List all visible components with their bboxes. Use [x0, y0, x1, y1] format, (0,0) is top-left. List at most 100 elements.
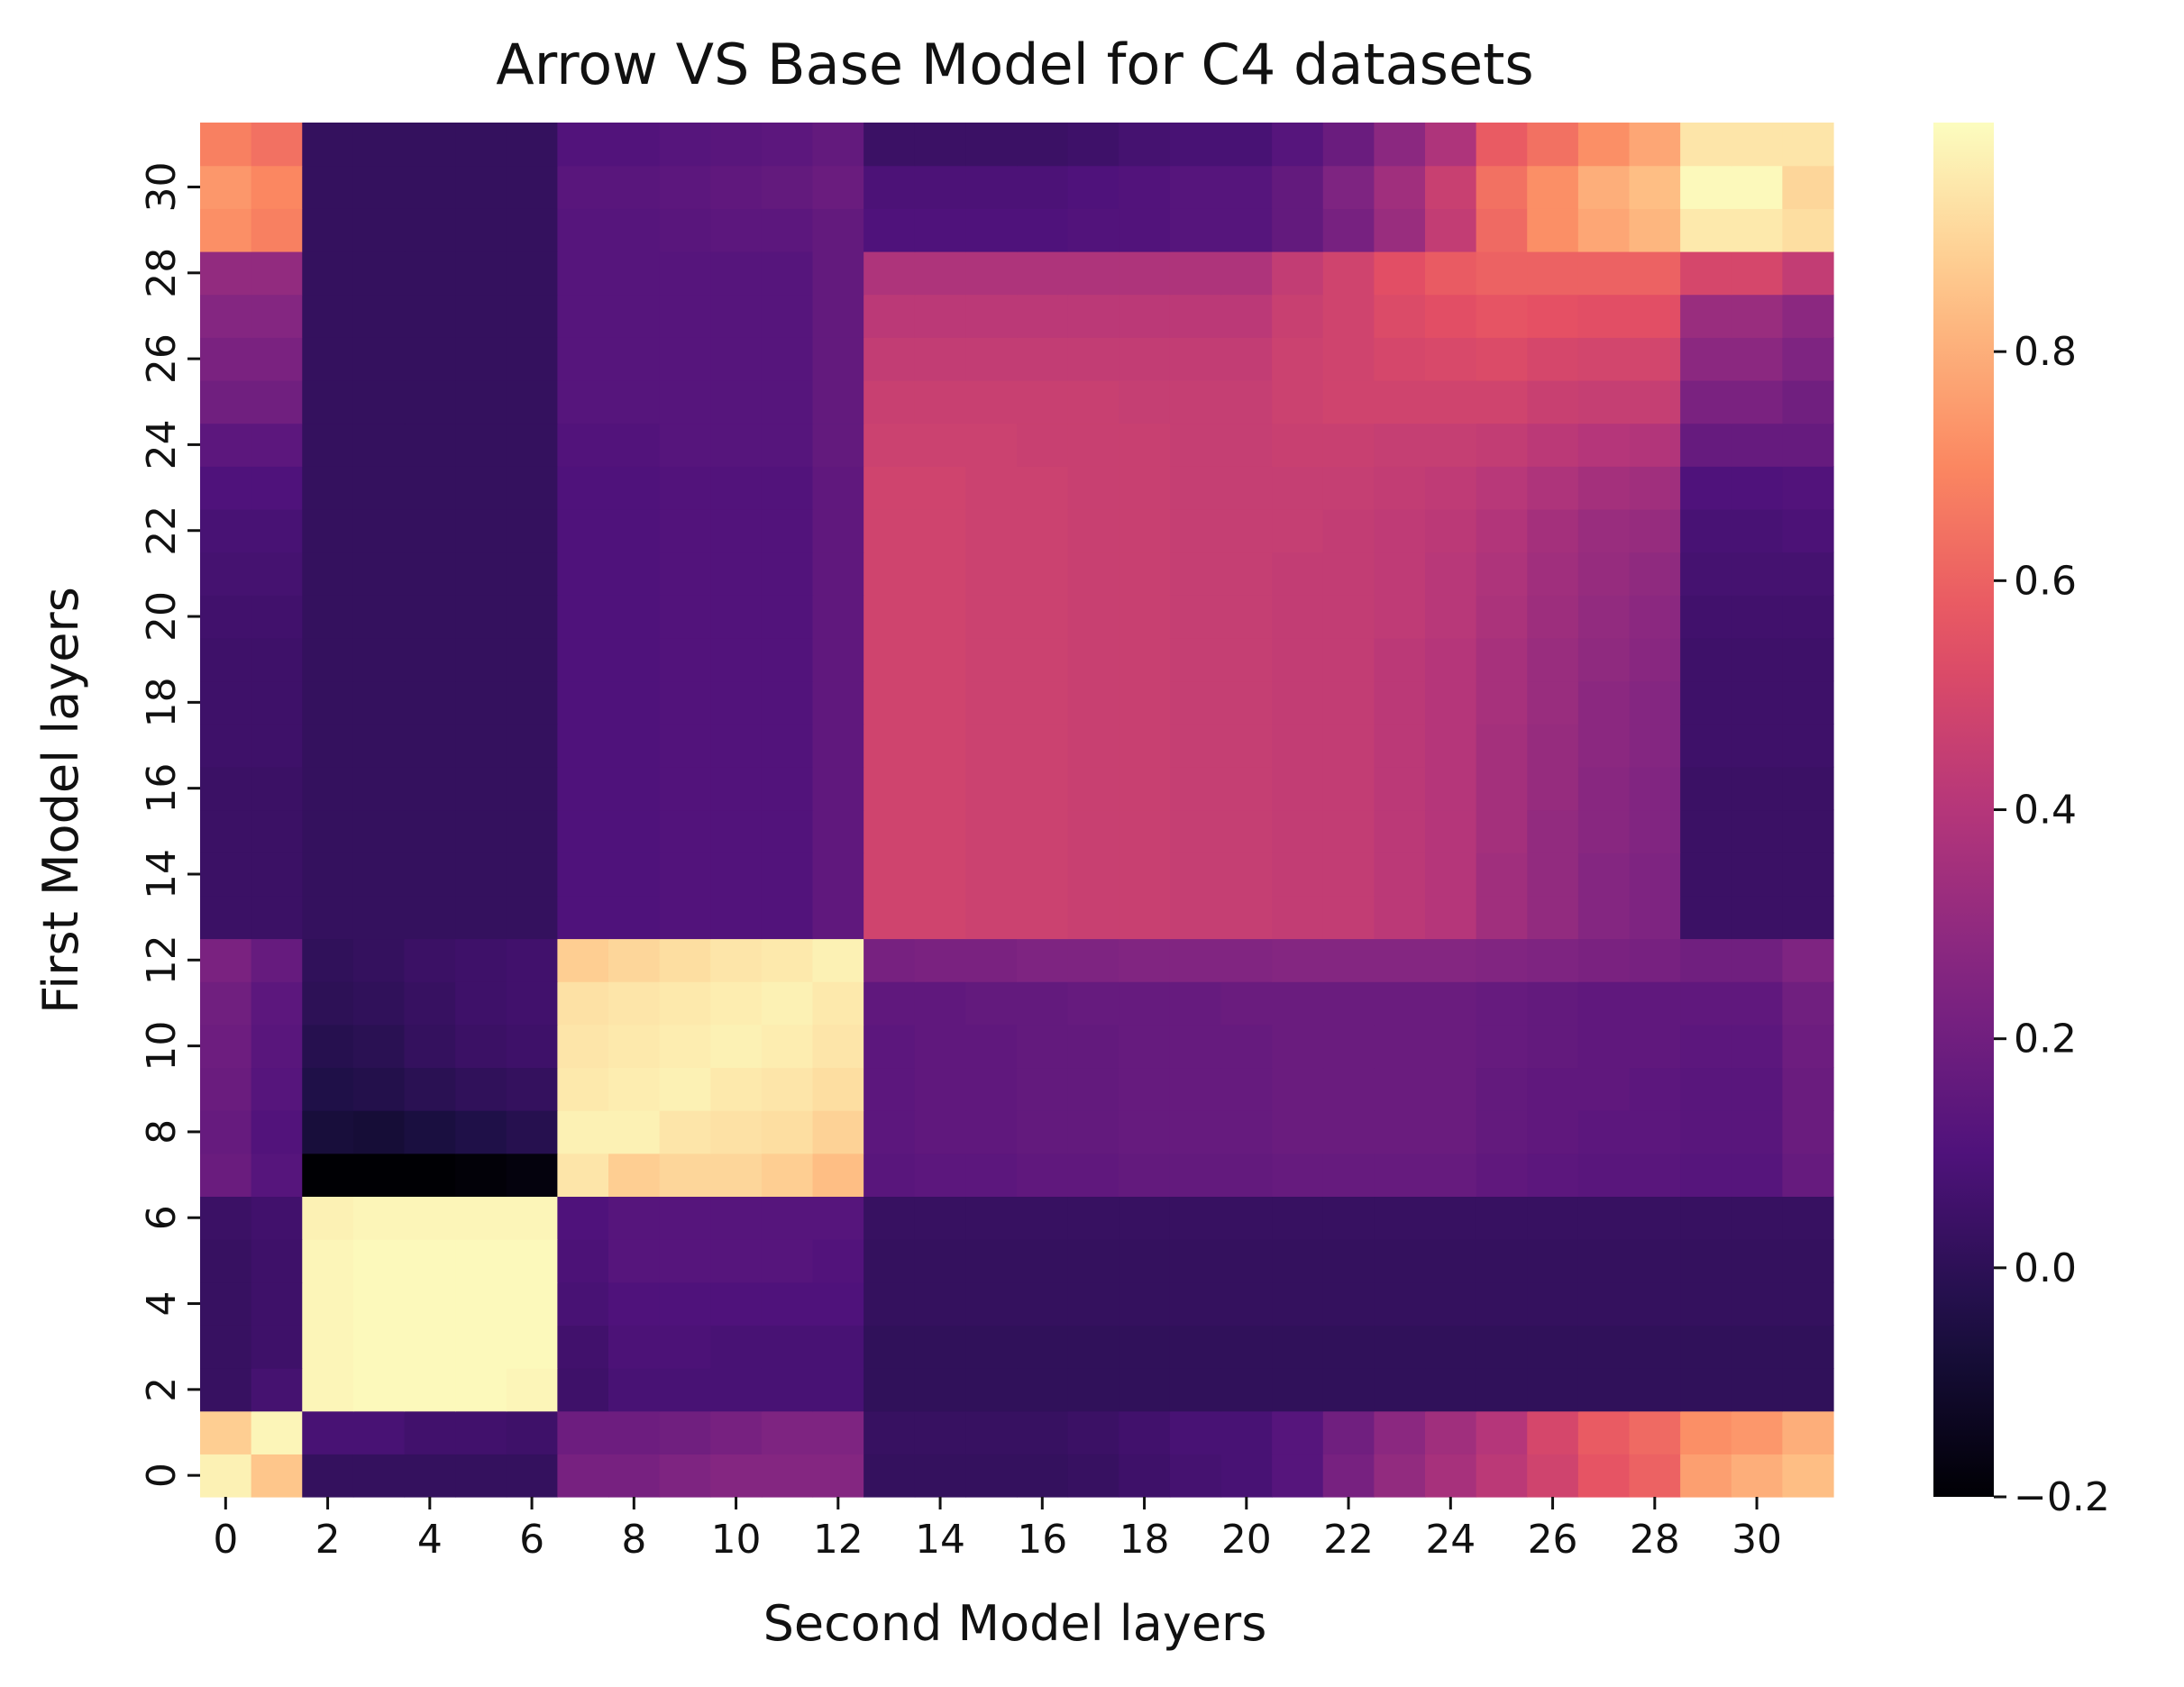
heatmap-cell — [1119, 766, 1171, 811]
heatmap-cell — [1220, 123, 1273, 167]
heatmap-cell — [1272, 766, 1324, 811]
heatmap-cell — [1527, 423, 1579, 467]
heatmap-cell — [506, 1110, 558, 1154]
heatmap-cell — [914, 208, 966, 252]
heatmap-cell — [1527, 508, 1579, 553]
heatmap-cell — [302, 294, 354, 338]
heatmap-cell — [1476, 123, 1528, 167]
heatmap-cell — [1220, 809, 1273, 853]
heatmap-cell — [1577, 1239, 1631, 1283]
heatmap-cell — [1272, 938, 1324, 982]
heatmap-cell — [1476, 809, 1528, 853]
y-tick-label: 6 — [139, 1205, 185, 1230]
heatmap-cell — [965, 1024, 1018, 1069]
heatmap-cell — [1680, 1454, 1732, 1498]
heatmap-cell — [1425, 1325, 1477, 1369]
heatmap-cell — [352, 1067, 406, 1111]
heatmap-cell — [1731, 1454, 1783, 1498]
heatmap-cell — [1322, 938, 1375, 982]
heatmap-cell — [659, 294, 711, 338]
heatmap-cell — [506, 294, 558, 338]
heatmap-cell — [914, 123, 966, 167]
y-tick-label: 30 — [139, 161, 185, 212]
heatmap-cell — [914, 766, 966, 811]
heatmap-cell — [557, 552, 609, 596]
heatmap-cell — [251, 724, 303, 768]
heatmap-cell — [1067, 466, 1119, 510]
heatmap-cell — [455, 1024, 507, 1069]
heatmap-cell — [557, 1368, 609, 1412]
heatmap-cell — [1782, 637, 1834, 682]
heatmap-cell — [1476, 466, 1528, 510]
heatmap-cell — [557, 1239, 609, 1283]
heatmap-cell — [251, 251, 303, 296]
heatmap-cell — [1476, 938, 1528, 982]
heatmap-cell — [1067, 853, 1119, 897]
heatmap-cell — [1374, 853, 1426, 897]
heatmap-cell — [1374, 1410, 1426, 1454]
heatmap-cell — [1374, 1454, 1426, 1498]
heatmap-cell — [914, 1153, 966, 1198]
heatmap-cell — [506, 1454, 558, 1498]
heatmap-cell — [352, 165, 406, 209]
heatmap-cell — [1680, 251, 1732, 296]
heatmap-cell — [1577, 294, 1631, 338]
heatmap-cell — [608, 1196, 661, 1240]
heatmap-cell — [506, 637, 558, 682]
heatmap-cell — [1017, 680, 1069, 725]
heatmap-cell — [404, 423, 456, 467]
heatmap-cell — [608, 1410, 661, 1454]
x-tick-label: 30 — [1732, 1517, 1782, 1563]
heatmap-cell — [251, 766, 303, 811]
heatmap-cell — [1017, 1325, 1069, 1369]
heatmap-cell — [812, 508, 864, 553]
heatmap-cell — [1680, 294, 1732, 338]
heatmap-cell — [710, 552, 763, 596]
heatmap-cell — [914, 1454, 966, 1498]
heatmap-cell — [1782, 508, 1834, 553]
heatmap-cell — [1169, 1410, 1222, 1454]
heatmap-cell — [1169, 294, 1222, 338]
heatmap-cell — [608, 853, 661, 897]
heatmap-cell — [1527, 552, 1579, 596]
heatmap-cell — [659, 1067, 711, 1111]
heatmap-cell — [352, 123, 406, 167]
heatmap-cell — [1119, 294, 1171, 338]
heatmap-cell — [200, 1153, 252, 1198]
heatmap-cell — [659, 552, 711, 596]
heatmap-cell — [557, 1325, 609, 1369]
heatmap-cell — [1220, 680, 1273, 725]
heatmap-cell — [1577, 466, 1631, 510]
heatmap-cell — [965, 1368, 1018, 1412]
heatmap-cell — [812, 1196, 864, 1240]
heatmap-cell — [608, 1024, 661, 1069]
heatmap-cell — [1374, 595, 1426, 639]
heatmap-cell — [1476, 165, 1528, 209]
heatmap-cell — [761, 853, 814, 897]
heatmap-cell — [710, 853, 763, 897]
heatmap-cell — [1425, 724, 1477, 768]
heatmap-cell — [251, 123, 303, 167]
heatmap-cell — [557, 981, 609, 1026]
heatmap-cell — [506, 1196, 558, 1240]
heatmap-cell — [352, 938, 406, 982]
heatmap-cell — [455, 637, 507, 682]
heatmap-cell — [659, 1153, 711, 1198]
heatmap-cell — [455, 1454, 507, 1498]
heatmap-cell — [1220, 724, 1273, 768]
heatmap-cell — [404, 1325, 456, 1369]
heatmap-cell — [1017, 208, 1069, 252]
heatmap-cell — [1731, 1110, 1783, 1154]
heatmap-cell — [455, 466, 507, 510]
heatmap-cell — [1067, 938, 1119, 982]
heatmap-cell — [1527, 1368, 1579, 1412]
heatmap-cell — [1272, 595, 1324, 639]
heatmap-cell — [1577, 895, 1631, 940]
heatmap-cell — [812, 938, 864, 982]
x-tick-label: 6 — [519, 1517, 544, 1563]
heatmap-cell — [1374, 1110, 1426, 1154]
heatmap-cell — [914, 1067, 966, 1111]
heatmap-cell — [1220, 423, 1273, 467]
heatmap-cell — [1017, 1196, 1069, 1240]
